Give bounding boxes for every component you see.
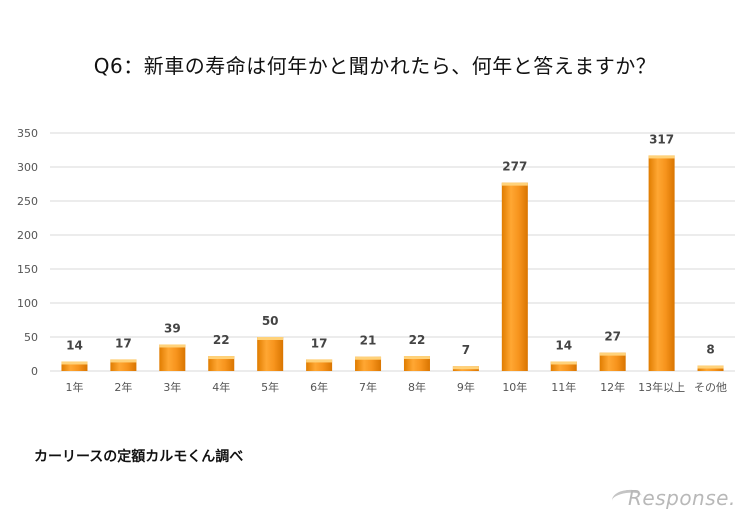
bar-cap-12	[599, 352, 626, 356]
y-tick-label: 50	[24, 331, 38, 344]
data-label-12: 27	[604, 330, 621, 344]
bars	[61, 155, 724, 371]
data-label-7: 21	[360, 334, 377, 348]
data-label-14: 8	[706, 343, 714, 357]
bar-cap-5	[257, 337, 284, 340]
data-labels: 14 17 39 22 50 17 21 22 7 277 14 27 317 8	[66, 132, 715, 357]
x-tick-label: 10年	[502, 380, 527, 394]
logo-text: Response.	[628, 486, 736, 510]
data-label-9: 7	[462, 343, 470, 357]
x-tick-label: 7年	[359, 380, 377, 394]
bar-5	[257, 337, 284, 371]
grid-lines	[50, 132, 735, 372]
bar-3	[159, 344, 186, 371]
y-tick-label: 150	[17, 263, 38, 276]
x-axis-ticks: 1年 2年 3年 4年 5年 6年 7年 8年 9年 10年 11年 12年 13年以上 その他	[65, 380, 727, 394]
x-tick-label: 1年	[65, 380, 83, 394]
bar-cap-4	[208, 356, 235, 360]
x-tick-label: 9年	[457, 380, 475, 394]
chart-title: Q6：新車の寿命は何年かと聞かれたら、何年と答えますか？	[93, 54, 657, 78]
x-tick-label: 13年以上	[638, 380, 685, 394]
data-label-2: 17	[115, 336, 132, 350]
bar-10	[501, 182, 528, 371]
y-tick-label: 350	[17, 127, 38, 140]
y-axis-ticks: 0 50 100 150 200 250 300 350	[17, 127, 38, 378]
data-label-1: 14	[66, 338, 83, 352]
x-tick-label: 11年	[551, 380, 576, 394]
bar-cap-1	[61, 361, 88, 365]
data-label-8: 22	[409, 333, 426, 347]
bar-cap-11	[550, 361, 577, 365]
bar-11	[550, 361, 577, 371]
bar-4	[208, 356, 235, 371]
y-tick-label: 250	[17, 195, 38, 208]
y-tick-label: 0	[31, 365, 38, 378]
y-tick-label: 200	[17, 229, 38, 242]
bar-cap-3	[159, 344, 186, 348]
data-label-11: 14	[555, 338, 572, 352]
x-tick-label: 6年	[310, 380, 328, 394]
x-tick-label: その他	[694, 381, 727, 394]
data-label-5: 50	[262, 314, 279, 328]
data-label-13: 317	[649, 132, 674, 146]
y-tick-label: 100	[17, 297, 38, 310]
bar-1	[61, 361, 88, 371]
bar-2	[110, 359, 137, 371]
bar-cap-8	[403, 356, 430, 360]
x-tick-label: 12年	[600, 380, 625, 394]
bar-7	[355, 356, 382, 371]
x-tick-label: 2年	[114, 380, 132, 394]
bar-cap-7	[355, 356, 382, 360]
bar-cap-2	[110, 359, 137, 363]
bar-6	[306, 359, 333, 371]
x-tick-label: 8年	[408, 380, 426, 394]
x-tick-label: 3年	[163, 380, 181, 394]
bar-cap-9	[452, 366, 479, 370]
bar-cap-10	[501, 182, 528, 186]
data-label-4: 22	[213, 333, 230, 347]
bar-8	[403, 356, 430, 371]
response-logo: Response.	[610, 486, 740, 510]
source-note: カーリースの定額カルモくん調べ	[34, 449, 244, 465]
y-tick-label: 300	[17, 161, 38, 174]
bar-cap-13	[648, 155, 675, 159]
bar-cap-14	[697, 365, 724, 369]
x-tick-label: 5年	[261, 380, 279, 394]
x-tick-label: 4年	[212, 380, 230, 394]
data-label-10: 277	[502, 160, 527, 174]
bar-cap-6	[306, 359, 333, 363]
data-label-3: 39	[164, 321, 181, 335]
bar-chart: 0 50 100 150 200 250 300 350 14 17 39 22 50 17 21 22 7 2…	[17, 127, 735, 394]
bar-13	[648, 155, 675, 371]
data-label-6: 17	[311, 336, 328, 350]
bar-12	[599, 352, 626, 371]
